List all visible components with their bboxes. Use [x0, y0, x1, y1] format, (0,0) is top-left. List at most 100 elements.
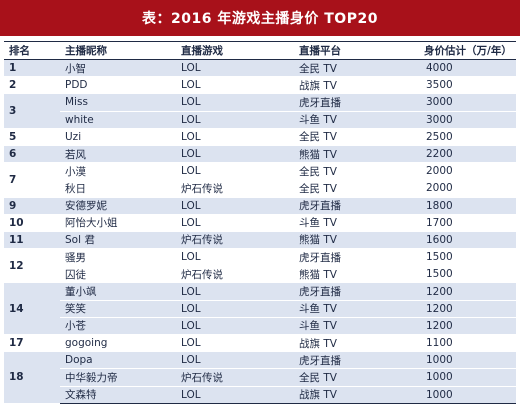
platform-cell: 斗鱼 TV — [294, 111, 416, 129]
name-cell: 阿怡大小姐 — [60, 214, 176, 232]
table-row: 1 小智 LOL 全民 TV 4000 — [4, 59, 516, 78]
game-cell: LOL — [176, 300, 294, 318]
value-cell: 2000 — [416, 179, 516, 198]
value-cell: 2500 — [416, 128, 516, 146]
rank-cell: 6 — [4, 145, 60, 164]
game-cell: LOL — [176, 93, 294, 112]
game-cell: 炉石传说 — [176, 179, 294, 198]
rank-cell: 12 — [4, 248, 60, 284]
value-cell: 2200 — [416, 145, 516, 164]
rank-cell: 17 — [4, 334, 60, 353]
value-cell: 4000 — [416, 59, 516, 78]
value-cell: 1000 — [416, 351, 516, 370]
rank-cell: 14 — [4, 282, 60, 335]
name-cell: 小苍 — [60, 317, 176, 336]
header-name: 主播昵称 — [60, 41, 176, 60]
table-row: 9 安德罗妮 LOL 虎牙直播 1800 — [4, 197, 516, 215]
value-cell: 1200 — [416, 317, 516, 336]
table-row: 14 董小飒 LOL 虎牙直播 1200 — [4, 282, 516, 335]
game-cell: LOL — [176, 317, 294, 336]
platform-cell: 全民 TV — [294, 368, 416, 387]
platform-cell: 斗鱼 TV — [294, 300, 416, 318]
name-cell: 骚男 — [60, 248, 176, 267]
value-cell: 1800 — [416, 197, 516, 215]
header-platform: 直播平台 — [294, 41, 416, 60]
table-row: 5 Uzi LOL 全民 TV 2500 — [4, 128, 516, 146]
table-row: 3 Miss LOL 虎牙直播 3000 — [4, 93, 516, 129]
game-cell: LOL — [176, 111, 294, 129]
game-cell: LOL — [176, 334, 294, 353]
platform-cell: 斗鱼 TV — [294, 317, 416, 336]
table-row: 18 Dopa LOL 虎牙直播 1000 — [4, 351, 516, 404]
name-cell: 囚徒 — [60, 265, 176, 284]
table-title: 表：2016 年游戏主播身价 TOP20 — [0, 0, 520, 36]
value-cell: 1500 — [416, 265, 516, 284]
table-row: 2 PDD LOL 战旗 TV 3500 — [4, 76, 516, 95]
value-cell: 1200 — [416, 300, 516, 318]
table-row: 笑笑 LOL 斗鱼 TV 1200 — [4, 300, 516, 318]
name-cell: 中华毅力帝 — [60, 368, 176, 387]
game-cell: LOL — [176, 197, 294, 215]
rank-cell: 5 — [4, 128, 60, 146]
header-rank: 排名 — [4, 41, 60, 60]
name-cell: PDD — [60, 76, 176, 95]
name-cell: Dopa — [60, 351, 176, 370]
header-value: 身价估计（万/年） — [416, 41, 516, 60]
name-cell: Uzi — [60, 128, 176, 146]
game-cell: LOL — [176, 76, 294, 95]
name-cell: 若风 — [60, 145, 176, 164]
game-cell: 炉石传说 — [176, 231, 294, 250]
table-row: 11 Sol 君炉石传说 熊猫 TV 1600 — [4, 231, 516, 250]
value-cell: 1000 — [416, 368, 516, 387]
value-cell: 1500 — [416, 248, 516, 267]
value-cell: 3000 — [416, 93, 516, 112]
table-row: 小苍 LOL 斗鱼 TV 1200 — [4, 317, 516, 336]
header-game: 直播游戏 — [176, 41, 294, 60]
rank-cell: 3 — [4, 93, 60, 129]
value-cell: 1600 — [416, 231, 516, 250]
value-cell: 1000 — [416, 386, 516, 404]
table-row: 7 小漠 LOL 全民 TV 2000 — [4, 162, 516, 198]
value-cell: 1700 — [416, 214, 516, 232]
game-cell: 炉石传说 — [176, 265, 294, 284]
value-cell: 3000 — [416, 111, 516, 129]
platform-cell: 虎牙直播 — [294, 93, 416, 112]
rank-cell: 9 — [4, 197, 60, 215]
platform-cell: 熊猫 TV — [294, 145, 416, 164]
rank-cell: 10 — [4, 214, 60, 232]
platform-cell: 虎牙直播 — [294, 197, 416, 215]
table-row: 17 gogoing LOL 战旗 TV 1100 — [4, 334, 516, 353]
header-row: 排名 主播昵称 直播游戏 直播平台 身价估计（万/年） — [4, 41, 516, 60]
rank-cell: 18 — [4, 351, 60, 404]
table-row: 6 若风 LOL 熊猫 TV 2200 — [4, 145, 516, 164]
rank-cell: 1 — [4, 59, 60, 78]
game-cell: LOL — [176, 59, 294, 78]
game-cell: LOL — [176, 351, 294, 370]
table-row: 10 阿怡大小姐 LOL 斗鱼 TV 1700 — [4, 214, 516, 232]
platform-cell: 熊猫 TV — [294, 231, 416, 250]
table-row: 秋日 炉石传说 全民 TV 2000 — [4, 179, 516, 198]
table-row: 中华毅力帝 炉石传说 全民 TV 1000 — [4, 368, 516, 387]
platform-cell: 全民 TV — [294, 179, 416, 198]
table-row: 12 骚男 LOL 虎牙直播 1500 — [4, 248, 516, 284]
table-row: white LOL 斗鱼 TV 3000 — [4, 111, 516, 129]
name-cell: Sol 君 — [60, 231, 176, 250]
table-row: 囚徒 炉石传说 熊猫 TV 1500 — [4, 265, 516, 284]
name-cell: 小智 — [60, 59, 176, 78]
game-cell: LOL — [176, 128, 294, 146]
name-cell: 笑笑 — [60, 300, 176, 318]
value-cell: 2000 — [416, 162, 516, 181]
game-cell: LOL — [176, 145, 294, 164]
value-cell: 1100 — [416, 334, 516, 353]
name-cell: 秋日 — [60, 179, 176, 198]
platform-cell: 熊猫 TV — [294, 265, 416, 284]
name-cell: white — [60, 111, 176, 129]
platform-cell: 虎牙直播 — [294, 351, 416, 370]
name-cell: gogoing — [60, 334, 176, 353]
value-cell: 1200 — [416, 282, 516, 301]
platform-cell: 虎牙直播 — [294, 248, 416, 267]
platform-cell: 全民 TV — [294, 162, 416, 181]
game-cell: 炉石传说 — [176, 368, 294, 387]
platform-cell: 全民 TV — [294, 128, 416, 146]
table-body: 1 小智 LOL 全民 TV 4000 2 PDD LOL 战旗 TV 3500 3 Miss LOL 虎… — [4, 59, 516, 404]
